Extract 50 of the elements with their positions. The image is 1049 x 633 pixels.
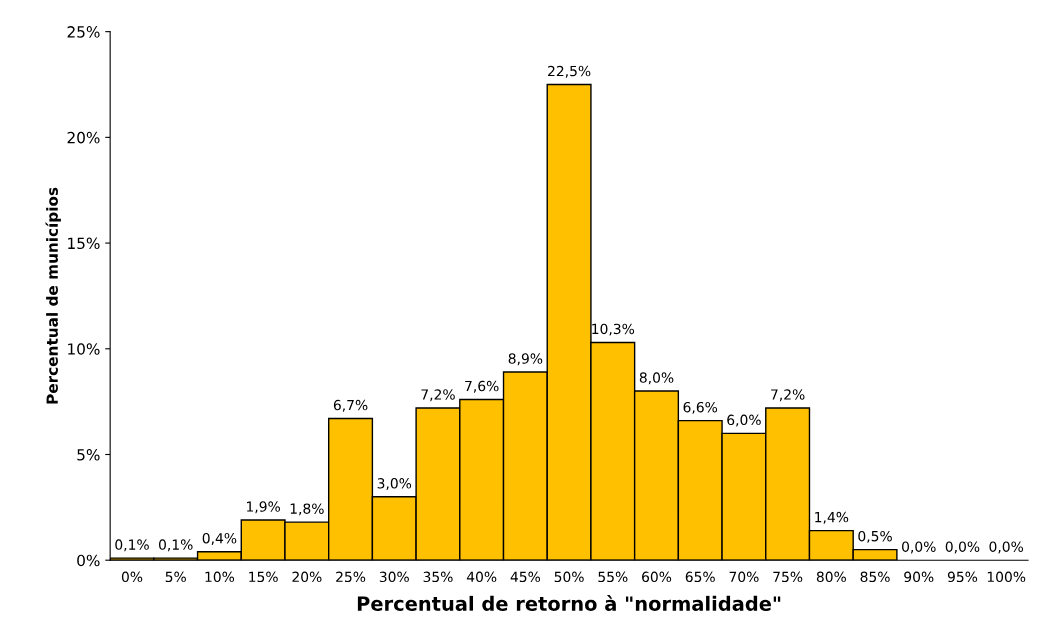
data-label: 10,3% xyxy=(592,323,635,336)
x-tick-label: 95% xyxy=(947,571,978,583)
x-tick-label: 80% xyxy=(816,571,846,583)
data-label: 6,7% xyxy=(333,399,368,412)
data-label: 22,5% xyxy=(548,65,591,78)
data-label: 0,4% xyxy=(202,533,237,545)
x-tick-label: 50% xyxy=(554,571,584,583)
data-label: 6,0% xyxy=(727,414,761,427)
x-tick-label: 100% xyxy=(987,571,1026,583)
x-tick-label: 20% xyxy=(292,571,322,583)
data-label: 7,2% xyxy=(421,389,455,402)
x-tick-label: 90% xyxy=(904,571,934,583)
data-label: 3,0% xyxy=(377,478,412,490)
x-tick-label: 15% xyxy=(249,571,278,583)
data-label: 6,6% xyxy=(683,401,718,414)
x-tick-label: 85% xyxy=(860,571,890,583)
x-tick-label: 70% xyxy=(729,571,759,583)
x-tick-label: 10% xyxy=(205,571,235,583)
x-tick-label: 30% xyxy=(379,571,409,583)
data-label: 1,8% xyxy=(290,503,324,516)
x-tick-label: 25% xyxy=(336,571,366,583)
data-label: 1,4% xyxy=(815,511,849,524)
x-tick-label: 65% xyxy=(685,571,715,583)
data-label: 7,2% xyxy=(771,389,805,402)
x-tick-label: 0% xyxy=(121,571,143,583)
data-label: 0,1% xyxy=(158,539,193,552)
x-tick-label: 55% xyxy=(598,571,628,583)
data-label: 0,1% xyxy=(115,539,149,552)
y-tick-label: 10% xyxy=(68,343,100,355)
x-axis-title: Percentual de retorno à "normalidade" xyxy=(357,595,781,611)
y-tick-label: 0% xyxy=(77,554,100,567)
x-tick-label: 5% xyxy=(165,571,186,583)
data-label: 0,0% xyxy=(945,541,980,554)
data-label: 8,9% xyxy=(508,353,543,366)
data-label: 0,0% xyxy=(989,541,1024,554)
y-axis-title: Percentual de municípios xyxy=(45,187,61,404)
x-tick-label: 35% xyxy=(423,571,453,583)
data-label: 0,0% xyxy=(902,541,936,554)
x-tick-label: 40% xyxy=(466,571,497,583)
data-label: 7,6% xyxy=(465,380,499,393)
x-tick-label: 75% xyxy=(773,571,803,583)
data-label: 8,0% xyxy=(639,372,674,385)
y-tick-label: 5% xyxy=(77,448,100,461)
y-tick-label: 15% xyxy=(68,237,100,250)
x-tick-label: 60% xyxy=(642,571,672,583)
x-tick-label: 45% xyxy=(510,571,541,583)
data-label: 1,9% xyxy=(247,501,280,514)
y-tick-label: 25% xyxy=(67,26,100,38)
y-tick-label: 20% xyxy=(67,131,100,144)
data-label: 0,5% xyxy=(858,530,892,543)
